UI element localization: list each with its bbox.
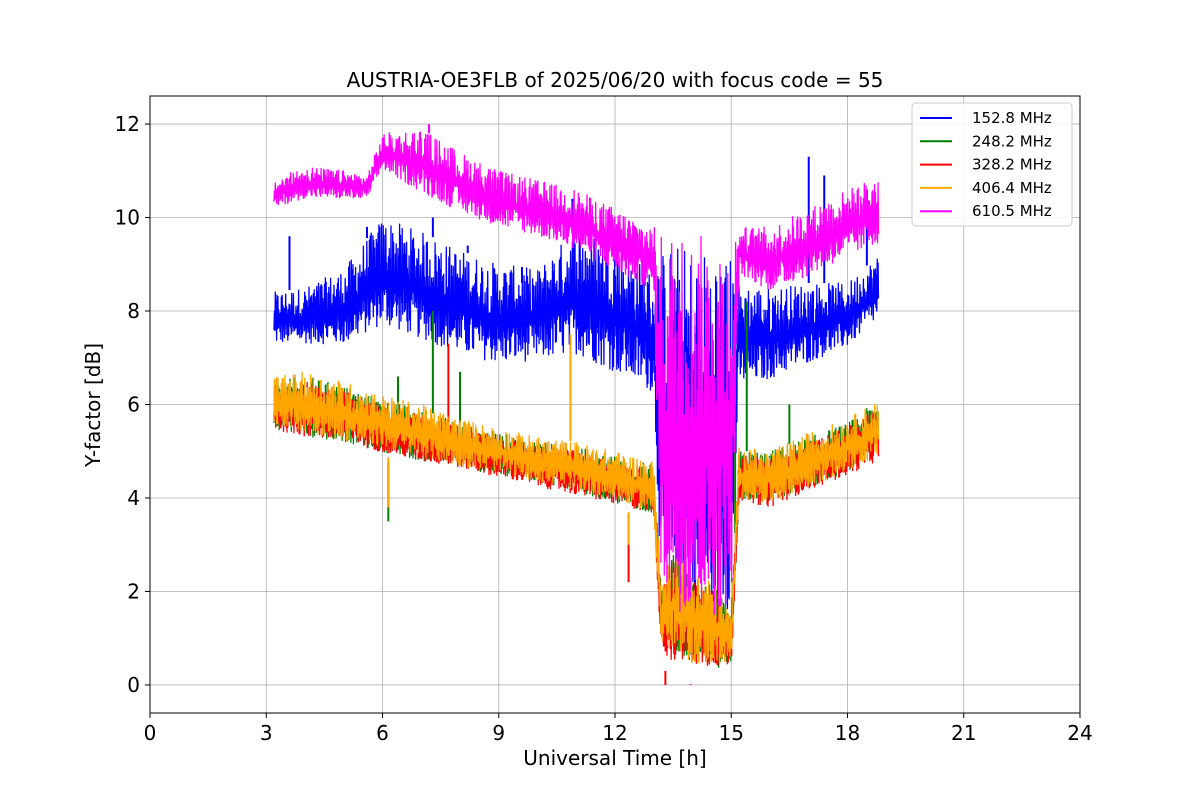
- x-tick-label: 24: [1067, 721, 1092, 745]
- series-line: [273, 131, 880, 615]
- x-tick-label: 6: [376, 721, 389, 745]
- legend-label: 328.2 MHz: [972, 156, 1052, 174]
- legend-items: 152.8 MHz 248.2 MHz 328.2 MHz 406.4 MHz 610.…: [920, 109, 1052, 220]
- x-axis-label: Universal Time [h]: [523, 746, 706, 770]
- series-3: [273, 334, 880, 664]
- y-axis-label: Y-factor [dB]: [81, 343, 105, 468]
- x-tick-label: 12: [602, 721, 627, 745]
- y-axis: 0 2 4 6 8 10 12: [115, 112, 150, 697]
- x-tick-label: 15: [719, 721, 744, 745]
- series-4: [273, 124, 880, 685]
- y-tick-label: 12: [115, 112, 140, 136]
- series-line: [273, 371, 880, 664]
- y-tick-label: 6: [127, 393, 140, 417]
- x-tick-label: 21: [951, 721, 976, 745]
- legend-label: 152.8 MHz: [972, 109, 1052, 127]
- y-tick-label: 0: [127, 673, 140, 697]
- legend-box: [911, 102, 1073, 227]
- x-axis: 0 3 6 9 12 15 18 21 24: [144, 713, 1093, 745]
- x-tick-label: 9: [492, 721, 505, 745]
- legend-label: 248.2 MHz: [972, 132, 1052, 150]
- x-tick-label: 18: [835, 721, 860, 745]
- y-tick-label: 2: [127, 579, 140, 603]
- legend: 152.8 MHz 248.2 MHz 328.2 MHz 406.4 MHz 610.…: [911, 102, 1073, 227]
- legend-label: 610.5 MHz: [972, 202, 1052, 220]
- x-tick-label: 3: [260, 721, 273, 745]
- y-tick-label: 4: [127, 486, 140, 510]
- y-tick-label: 8: [127, 299, 140, 323]
- y-tick-label: 10: [115, 206, 140, 230]
- series-line: [273, 223, 880, 612]
- series-layer: [273, 124, 880, 685]
- legend-label: 406.4 MHz: [972, 179, 1052, 197]
- chart-title: AUSTRIA-OE3FLB of 2025/06/20 with focus …: [347, 68, 884, 92]
- x-tick-label: 0: [144, 721, 157, 745]
